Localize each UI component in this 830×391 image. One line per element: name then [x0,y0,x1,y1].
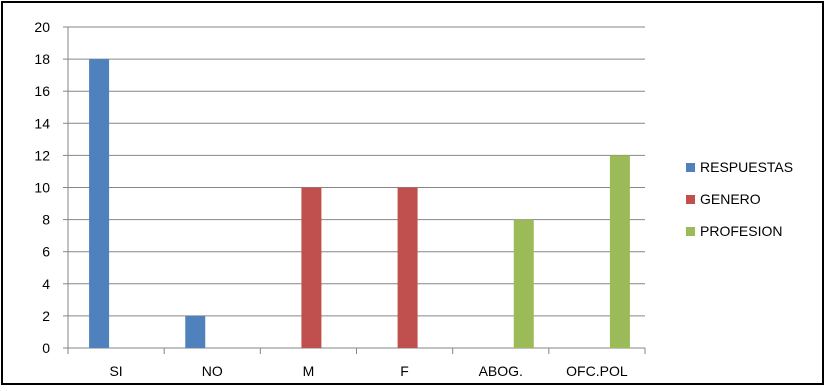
x-tick-label: ABOG. [479,363,523,379]
legend-swatch [686,227,695,236]
legend-swatch [686,195,695,204]
bar-respuestas-no [185,315,206,348]
bar-profesion-abog [513,219,534,348]
legend-label: PROFESION [700,223,782,239]
x-tick-label: M [303,363,315,379]
y-tick-labels: 0 2 4 6 8 10 12 14 16 18 20 [34,19,50,356]
x-tick-labels: SI NO M F ABOG. OFC.POL [109,363,627,379]
y-tick-label: 4 [42,276,50,292]
y-tick-label: 0 [42,340,50,356]
y-tick-label: 6 [42,244,50,260]
legend-label: GENERO [700,191,761,207]
x-tick-label: OFC.POL [566,363,628,379]
x-tick-label: F [400,363,409,379]
y-tick-label: 8 [42,212,50,228]
legend-label: RESPUESTAS [700,159,793,175]
legend: RESPUESTAS GENERO PROFESION [686,159,793,239]
bar-profesion-ofcpol [609,155,630,348]
axes [63,26,646,354]
y-tick-label: 12 [34,147,50,163]
y-tick-label: 20 [34,19,50,35]
y-tick-label: 14 [34,115,50,131]
bar-respuestas-si [89,59,110,348]
bar-genero-f [397,187,418,348]
y-tick-label: 16 [34,83,50,99]
y-tick-label: 2 [42,308,50,324]
gridlines [68,26,645,317]
y-tick-label: 18 [34,51,50,67]
legend-swatch [686,163,695,172]
y-tick-label: 10 [34,180,50,196]
x-tick-label: NO [202,363,223,379]
x-tick-label: SI [109,363,122,379]
bars [89,59,630,348]
bar-genero-m [301,187,322,348]
